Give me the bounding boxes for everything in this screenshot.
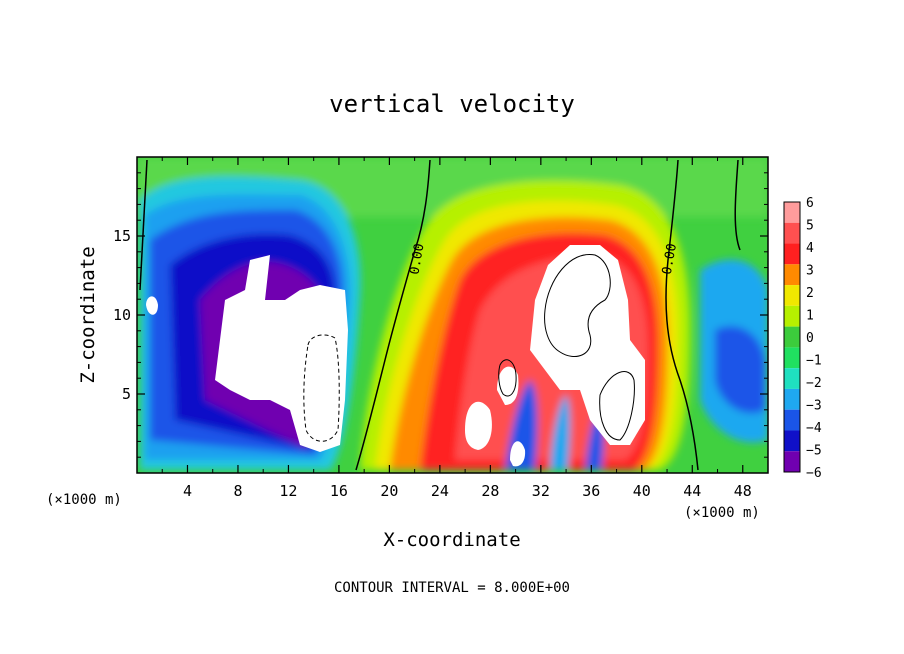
x-tick-label: 48: [734, 482, 752, 500]
x-tick-label: 16: [330, 482, 348, 500]
x-unit-label-right: (×1000 m): [684, 505, 760, 521]
contour-interval-note: CONTOUR INTERVAL = 8.000E+00: [334, 580, 570, 596]
colorbar-swatch: [784, 368, 800, 389]
colorbar-swatch: [784, 243, 800, 265]
y-tick-label: 15: [113, 227, 131, 245]
y-axis-label: Z-coordinate: [77, 246, 99, 383]
colorbar: 6 5 4 3 2 1 0 −1 −2 −3 −4 −5 −6: [783, 196, 822, 481]
colorbar-swatch: [784, 222, 800, 244]
colorbar-label: 0: [806, 331, 814, 346]
contour-label: 0.00: [660, 242, 680, 275]
x-tick-label: 44: [683, 482, 701, 500]
colorbar-frame: [783, 201, 801, 473]
y-tick-label: 10: [113, 306, 131, 324]
x-tick-label: 28: [481, 482, 499, 500]
colorbar-swatch: [784, 305, 800, 327]
x-tick-label: 20: [380, 482, 398, 500]
colorbar-swatch: [784, 388, 800, 410]
colorbar-label: 5: [806, 219, 814, 234]
x-tick-label: 32: [532, 482, 550, 500]
colorbar-swatch: [784, 409, 800, 431]
colorbar-label: 4: [806, 241, 814, 256]
contour-label: 0.00: [407, 242, 427, 275]
updraft-core: [530, 245, 645, 445]
y-axis: 5 10 15: [113, 172, 768, 458]
y-tick-label: 5: [122, 385, 131, 403]
colorbar-label: −5: [806, 444, 822, 459]
colorbar-swatch: [784, 326, 800, 348]
x-tick-label: 36: [582, 482, 600, 500]
colorbar-swatch: [784, 347, 800, 369]
zero-contour-left: [355, 159, 431, 471]
colorbar-label: −2: [806, 376, 822, 391]
colorbar-swatch: [784, 285, 800, 306]
zero-contour-right: [665, 159, 699, 471]
x-tick-label: 24: [431, 482, 449, 500]
colorbar-swatch: [784, 202, 800, 223]
colorbar-label: −1: [806, 354, 822, 369]
colorbar-swatch: [784, 430, 800, 452]
colorbar-label: −4: [806, 421, 822, 436]
chart-title: vertical velocity: [329, 90, 575, 118]
colorbar-swatch: [784, 264, 800, 286]
velocity-field: [137, 157, 768, 473]
colorbar-label: 3: [806, 264, 814, 279]
x-unit-label: (×1000 m): [46, 492, 122, 508]
colorbar-swatch: [784, 451, 800, 472]
colorbar-label: −3: [806, 399, 822, 414]
contour-labels: 0.00 0.00: [407, 242, 680, 275]
colorbar-label: −6: [806, 466, 822, 481]
colorbar-label: 1: [806, 309, 814, 324]
colorbar-label: 6: [806, 196, 814, 211]
x-tick-label: 40: [633, 482, 651, 500]
colorbar-label: 2: [806, 286, 814, 301]
x-tick-label: 12: [279, 482, 297, 500]
x-tick-label: 8: [233, 482, 242, 500]
x-tick-label: 4: [183, 482, 192, 500]
downdraft-core: [215, 255, 348, 452]
x-axis: 4 8 12 16 20 24 28 32 36 40 44 48: [161, 157, 752, 500]
x-axis-label: X-coordinate: [383, 529, 520, 551]
